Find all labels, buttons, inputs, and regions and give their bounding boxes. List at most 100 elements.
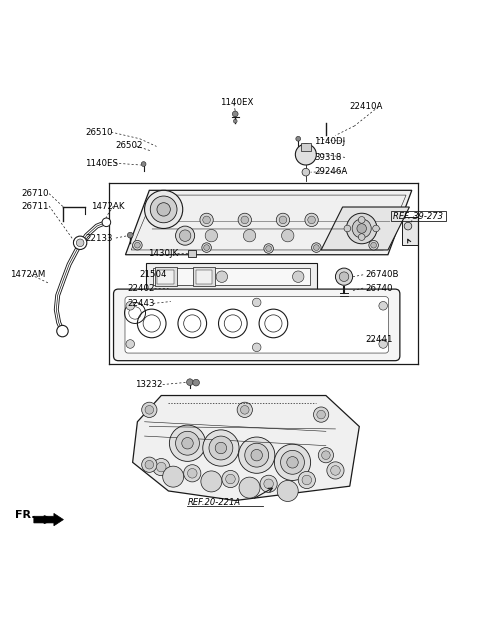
Bar [188,250,196,256]
Circle shape [252,343,261,351]
Text: 13232: 13232 [135,380,163,389]
Circle shape [336,268,353,285]
Text: 26510: 26510 [85,127,112,137]
Bar [157,270,174,284]
Text: 26740B: 26740B [365,270,398,280]
Circle shape [150,196,177,223]
Circle shape [153,459,170,475]
Circle shape [216,271,228,283]
Circle shape [203,216,210,224]
Circle shape [317,411,325,419]
Circle shape [313,407,329,422]
Circle shape [281,230,294,242]
Circle shape [176,226,195,245]
Circle shape [281,451,304,474]
Circle shape [237,402,252,417]
Text: 1140DJ: 1140DJ [314,137,345,145]
Text: 1430JK: 1430JK [148,249,179,258]
Circle shape [127,232,133,238]
Circle shape [203,430,239,466]
Circle shape [238,213,252,227]
Circle shape [180,230,191,241]
Bar [145,263,317,290]
Circle shape [295,144,316,165]
Circle shape [264,479,274,489]
Circle shape [145,406,154,414]
Circle shape [302,168,310,176]
Circle shape [232,111,238,117]
Text: FR.: FR. [15,510,35,520]
Circle shape [243,230,256,242]
Polygon shape [125,190,412,255]
Circle shape [204,245,209,250]
Polygon shape [34,514,63,526]
Circle shape [156,462,166,472]
Circle shape [157,203,170,216]
Circle shape [252,298,261,307]
Circle shape [347,213,377,244]
Circle shape [57,325,68,337]
Text: 39318: 39318 [314,153,341,162]
Text: 26710: 26710 [22,189,49,198]
Circle shape [404,222,412,230]
Bar [193,267,215,286]
Circle shape [241,216,249,224]
Circle shape [308,216,315,224]
Circle shape [359,234,365,240]
Circle shape [277,480,298,502]
Circle shape [201,471,222,492]
Circle shape [176,431,199,455]
Text: 22402: 22402 [128,284,156,293]
Circle shape [141,162,146,167]
Circle shape [266,246,272,251]
Circle shape [187,379,193,386]
Circle shape [76,239,84,246]
Text: REF.20-221A: REF.20-221A [188,499,240,507]
Circle shape [302,475,312,485]
Circle shape [159,271,170,283]
Circle shape [379,301,387,310]
Text: 26502: 26502 [115,142,143,150]
Circle shape [215,442,227,454]
Circle shape [292,271,304,283]
FancyBboxPatch shape [114,289,400,361]
Circle shape [298,471,315,489]
Circle shape [371,242,376,248]
Circle shape [352,219,371,238]
Text: 22443: 22443 [128,299,156,308]
Circle shape [379,339,387,348]
FancyBboxPatch shape [125,297,388,353]
Polygon shape [132,396,360,500]
Circle shape [239,437,275,473]
Circle shape [357,224,366,233]
Circle shape [322,451,330,459]
Text: REF. 39-273: REF. 39-273 [393,212,443,221]
Bar [196,270,212,284]
Circle shape [184,465,201,482]
Bar [153,268,310,285]
Circle shape [209,436,233,460]
Text: 22441: 22441 [365,334,393,344]
Circle shape [205,230,217,242]
Circle shape [275,444,311,480]
Text: 1140ES: 1140ES [85,158,118,168]
Polygon shape [402,217,418,245]
Circle shape [245,443,269,467]
Circle shape [305,213,318,227]
Circle shape [226,474,235,484]
Circle shape [145,461,154,469]
Circle shape [126,301,134,310]
Circle shape [318,447,334,463]
Circle shape [239,477,260,498]
Text: 1472AM: 1472AM [10,270,45,280]
Circle shape [142,402,157,417]
Circle shape [260,475,277,492]
Circle shape [344,225,351,232]
Circle shape [327,462,344,479]
Circle shape [126,339,134,348]
Circle shape [312,243,321,252]
Text: 1472AK: 1472AK [91,202,125,210]
Circle shape [276,213,289,227]
Text: 1140EX: 1140EX [220,97,253,107]
Circle shape [132,240,142,250]
